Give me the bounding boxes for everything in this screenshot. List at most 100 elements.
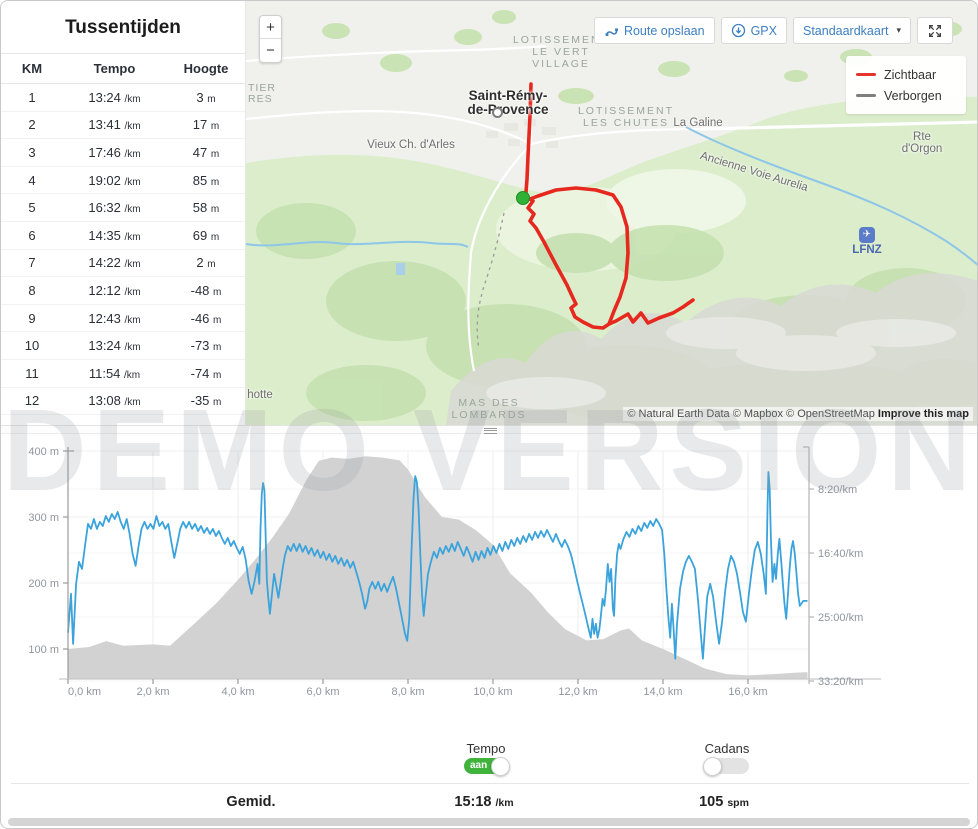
table-row[interactable]: 3 17:46 /km 47 m bbox=[1, 139, 245, 167]
tempo-toggle-knob[interactable] bbox=[491, 756, 510, 776]
gpx-label: GPX bbox=[750, 23, 777, 38]
averages-divider bbox=[11, 783, 969, 784]
table-row[interactable]: 8 12:12 /km -48 m bbox=[1, 277, 245, 305]
cell-km: 12 bbox=[24, 393, 40, 409]
cell-tempo: 11:54 /km bbox=[88, 365, 141, 381]
gpx-download-button[interactable]: GPX bbox=[720, 17, 787, 44]
table-row[interactable]: 1 13:24 /km 3 m bbox=[1, 84, 245, 112]
cell-km: 8 bbox=[28, 282, 36, 298]
panel-divider[interactable] bbox=[1, 425, 977, 434]
cell-tempo: 12:43 /km bbox=[88, 310, 141, 326]
col-header-tempo: Tempo bbox=[93, 61, 136, 76]
svg-text:10,0 km: 10,0 km bbox=[473, 686, 512, 698]
cell-hoogte: 17 m bbox=[192, 117, 220, 133]
table-row[interactable]: 5 16:32 /km 58 m bbox=[1, 194, 245, 222]
splits-panel: Tussentijden KM Tempo Hoogte 1 13:24 /km 3… bbox=[1, 1, 246, 425]
table-row[interactable]: 11 11:54 /km -74 m bbox=[1, 360, 245, 388]
cell-km: 4 bbox=[28, 172, 36, 188]
route-icon bbox=[604, 24, 619, 38]
fullscreen-button[interactable] bbox=[917, 17, 953, 44]
cadans-toggle-knob[interactable] bbox=[703, 756, 722, 776]
cell-tempo: 13:24 /km bbox=[88, 338, 141, 354]
svg-text:25:00/km: 25:00/km bbox=[818, 612, 863, 624]
layer-label: Standaardkaart bbox=[802, 23, 889, 38]
col-header-km: KM bbox=[21, 61, 43, 76]
map-layer-select[interactable]: Standaardkaart ▾ bbox=[792, 17, 911, 44]
cell-tempo: 16:32 /km bbox=[88, 200, 141, 216]
svg-text:16,0 km: 16,0 km bbox=[728, 686, 767, 698]
cell-hoogte: 47 m bbox=[192, 144, 220, 160]
cell-tempo: 13:41 /km bbox=[88, 117, 141, 133]
attribution-text: © Natural Earth Data © Mapbox © OpenStre… bbox=[627, 408, 875, 420]
cell-km: 6 bbox=[28, 227, 36, 243]
improve-map-link[interactable]: Improve this map bbox=[877, 408, 969, 420]
zoom-out-button[interactable]: − bbox=[266, 42, 275, 59]
average-tempo-value: 15:18 /km bbox=[454, 794, 513, 810]
svg-text:33:20/km: 33:20/km bbox=[818, 676, 863, 688]
legend-label: Zichtbaar bbox=[884, 67, 937, 82]
cell-hoogte: -35 m bbox=[190, 393, 222, 409]
legend-label: Verborgen bbox=[884, 88, 942, 103]
table-row[interactable]: 10 13:24 /km -73 m bbox=[1, 332, 245, 360]
svg-text:300 m: 300 m bbox=[28, 512, 59, 524]
cell-tempo: 19:02 /km bbox=[88, 172, 141, 188]
cadans-toggle[interactable] bbox=[703, 756, 749, 776]
table-row[interactable]: 7 14:22 /km 2 m bbox=[1, 250, 245, 278]
cell-hoogte: -48 m bbox=[190, 282, 222, 298]
splits-rows: 1 13:24 /km 3 m 2 13:41 /km 17 m 3 17:46 /km 47 … bbox=[1, 84, 245, 416]
cell-km: 2 bbox=[28, 117, 36, 133]
cell-tempo: 13:08 /km bbox=[88, 393, 141, 409]
legend-line-icon bbox=[856, 72, 876, 77]
svg-text:6,0 km: 6,0 km bbox=[306, 686, 339, 698]
horizontal-scrollbar[interactable] bbox=[8, 818, 970, 826]
table-row[interactable]: 12 13:08 /km -35 m bbox=[1, 388, 245, 416]
table-row[interactable]: 4 19:02 /km 85 m bbox=[1, 167, 245, 195]
svg-text:400 m: 400 m bbox=[28, 446, 59, 458]
average-row-label: Gemid. bbox=[226, 794, 276, 810]
map-toolbar: Route opslaan GPX Standaardkaart ▾ bbox=[593, 17, 953, 44]
table-row[interactable]: 6 14:35 /km 69 m bbox=[1, 222, 245, 250]
cell-km: 10 bbox=[24, 338, 40, 354]
pace-line bbox=[67, 471, 808, 660]
cell-hoogte: -74 m bbox=[190, 365, 222, 381]
cell-hoogte: 85 m bbox=[192, 172, 220, 188]
zoom-in-button[interactable]: + bbox=[260, 16, 281, 39]
cell-hoogte: -73 m bbox=[190, 338, 222, 354]
airport-icon: ✈ bbox=[859, 227, 875, 243]
cell-km: 9 bbox=[28, 310, 36, 326]
svg-text:0,0 km: 0,0 km bbox=[68, 686, 101, 698]
elevation-pace-chart[interactable]: 400 m 300 m 200 m 100 m 8:20/km 16:40/km 25:00… bbox=[1, 434, 977, 701]
save-route-label: Route opslaan bbox=[623, 23, 705, 38]
legend-line-icon bbox=[856, 93, 876, 98]
average-cadans-unit: spm bbox=[727, 797, 749, 809]
cell-hoogte: 69 m bbox=[192, 227, 220, 243]
cell-hoogte: 3 m bbox=[196, 89, 216, 105]
save-route-button[interactable]: Route opslaan bbox=[593, 17, 715, 44]
legend-item[interactable]: Zichtbaar bbox=[856, 64, 956, 85]
chevron-down-icon: ▾ bbox=[896, 25, 901, 35]
cell-km: 3 bbox=[28, 144, 36, 160]
tempo-toggle-state: aan bbox=[470, 760, 488, 771]
route-legend: Zichtbaar Verborgen bbox=[846, 56, 966, 114]
cell-km: 7 bbox=[28, 255, 36, 271]
table-row[interactable]: 2 13:41 /km 17 m bbox=[1, 112, 245, 140]
table-row[interactable]: 9 12:43 /km -46 m bbox=[1, 305, 245, 333]
cadans-toggle-label: Cadans bbox=[704, 741, 750, 756]
route-map[interactable]: LOTISSEMENT LE VERT VILLAGE Saint-Rémy- d… bbox=[246, 1, 977, 425]
cell-hoogte: 58 m bbox=[192, 200, 220, 216]
route-path bbox=[516, 82, 695, 330]
splits-header-row: KM Tempo Hoogte bbox=[1, 53, 245, 84]
legend-item[interactable]: Verborgen bbox=[856, 85, 956, 106]
cell-tempo: 14:22 /km bbox=[88, 255, 141, 271]
map-zoom-control: + − bbox=[259, 15, 282, 63]
average-tempo-unit: /km bbox=[495, 797, 514, 809]
drag-handle-icon[interactable] bbox=[483, 427, 497, 434]
cell-tempo: 17:46 /km bbox=[88, 144, 141, 160]
svg-text:8,0 km: 8,0 km bbox=[391, 686, 424, 698]
map-attribution: © Natural Earth Data © Mapbox © OpenStre… bbox=[623, 407, 973, 421]
tempo-toggle-label: Tempo bbox=[466, 741, 506, 756]
tempo-toggle[interactable]: aan bbox=[464, 756, 510, 776]
svg-text:2,0 km: 2,0 km bbox=[136, 686, 169, 698]
fullscreen-icon bbox=[927, 23, 943, 39]
elevation-area bbox=[68, 456, 808, 679]
